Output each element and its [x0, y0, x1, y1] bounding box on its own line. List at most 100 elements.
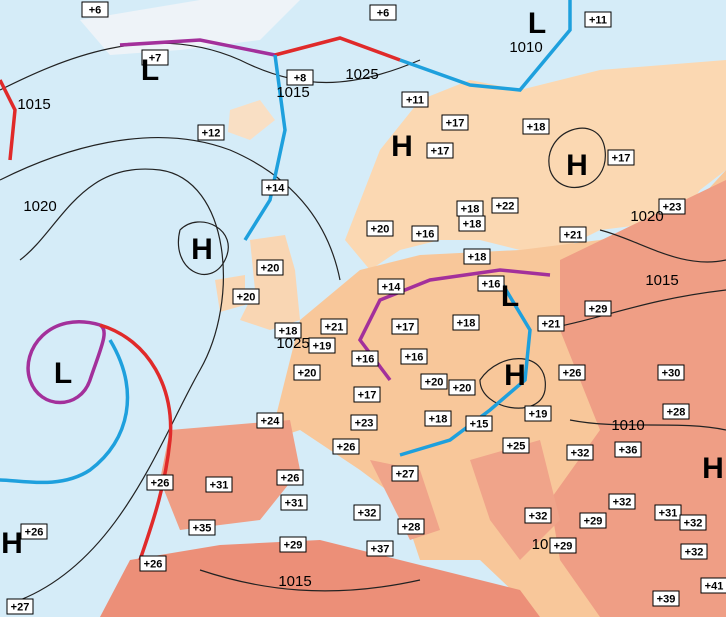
temperature: +19: [529, 408, 548, 420]
temperature-box: [261, 179, 289, 196]
temperature-box: [458, 215, 486, 232]
temperature: +17: [612, 152, 631, 164]
isobar-label: 1020: [630, 208, 663, 225]
temperature-box: [420, 373, 448, 390]
temperature-box: [658, 198, 686, 215]
temperature-box: [680, 543, 708, 560]
temperature: +7: [149, 52, 162, 64]
temperature-box: [286, 69, 314, 86]
isobars: [0, 42, 726, 601]
temperature: +17: [358, 389, 377, 401]
temperature: +20: [371, 223, 390, 235]
temperature-box: [424, 410, 452, 427]
temperature-box: [608, 493, 636, 510]
isobar-label: 10: [532, 536, 549, 553]
temperature: +27: [11, 601, 30, 613]
pressure-center: H: [1, 527, 23, 560]
temperature: +20: [453, 382, 472, 394]
temperature-box: [397, 518, 425, 535]
temperature-box: [452, 314, 480, 331]
temperature: +37: [371, 543, 390, 555]
pressure-center: L: [528, 7, 546, 40]
temperature-box: [332, 438, 360, 455]
temperature-box: [232, 288, 260, 305]
temperature-box: [146, 474, 174, 491]
temperature-box: [614, 441, 642, 458]
temperature: +26: [281, 472, 300, 484]
temperature-box: [654, 504, 682, 521]
temperature-box: [197, 124, 225, 141]
temperature: +35: [193, 522, 212, 534]
isobar-label: 1015: [276, 84, 309, 101]
temperature-box: [141, 49, 169, 66]
temperature-box: [549, 537, 577, 554]
temperature: +20: [425, 376, 444, 388]
temperature: +21: [564, 229, 583, 241]
temperature-box: [607, 149, 635, 166]
temperature-box: [662, 403, 690, 420]
temperature: +6: [377, 7, 390, 19]
temperature: +26: [563, 367, 582, 379]
temperature-box: [537, 315, 565, 332]
temperature-box: [256, 412, 284, 429]
temperature: +20: [261, 262, 280, 274]
temperature-box: [274, 322, 302, 339]
temperature: +31: [210, 479, 229, 491]
temperature: +12: [202, 127, 221, 139]
temperature: +30: [662, 367, 681, 379]
temperature: +26: [337, 441, 356, 453]
temperature: +32: [684, 517, 703, 529]
pressure-center: H: [702, 452, 724, 485]
temperature-box: [524, 507, 552, 524]
temperature-box: [463, 248, 491, 265]
temperature: +36: [619, 444, 638, 456]
pressure-center: H: [566, 149, 588, 182]
temperature-box: [679, 514, 707, 531]
temperature: +29: [284, 539, 303, 551]
temperature-box: [139, 555, 167, 572]
temperature: +18: [457, 317, 476, 329]
temperature-box: [188, 519, 216, 536]
temperature-box: [353, 386, 381, 403]
temperature-box: [401, 91, 429, 108]
temperature: +21: [542, 318, 561, 330]
isobar-label: 1020: [23, 198, 56, 215]
temperature-box: [657, 364, 685, 381]
temperature-box: [369, 4, 397, 21]
temperature: +18: [429, 413, 448, 425]
isobar-label: 1015: [278, 573, 311, 590]
temperature: +32: [613, 496, 632, 508]
temperature: +11: [589, 14, 607, 26]
temperature: +11: [406, 94, 424, 106]
temperature-box: [411, 225, 439, 242]
pressure-center: H: [504, 359, 526, 392]
temperature: +14: [266, 182, 286, 194]
isobar-label: 1010: [509, 39, 542, 56]
temperature: +16: [356, 353, 375, 365]
temperature: +16: [482, 278, 501, 290]
temperature: +23: [663, 201, 682, 213]
temperature-box: [391, 465, 419, 482]
temperature-box: [559, 226, 587, 243]
temperature: +17: [431, 145, 450, 157]
temperature: +26: [25, 526, 44, 538]
temperature: +18: [468, 251, 487, 263]
temperature-box: [20, 523, 48, 540]
temperature-box: [465, 415, 493, 432]
temperature-box: [491, 197, 519, 214]
temperature-box: [477, 275, 505, 292]
temperature: +39: [657, 593, 676, 605]
temperature: +28: [402, 521, 421, 533]
isobar-label: 1010: [611, 417, 644, 434]
temperature: +32: [529, 510, 548, 522]
temperature: +17: [396, 321, 415, 333]
temperature: +26: [151, 477, 170, 489]
temperature-box: [351, 350, 379, 367]
temperature-box: [256, 259, 284, 276]
temperature-box: [350, 414, 378, 431]
temperature-box: [205, 476, 233, 493]
temperature: +15: [470, 418, 489, 430]
pressure-center: L: [141, 54, 159, 87]
